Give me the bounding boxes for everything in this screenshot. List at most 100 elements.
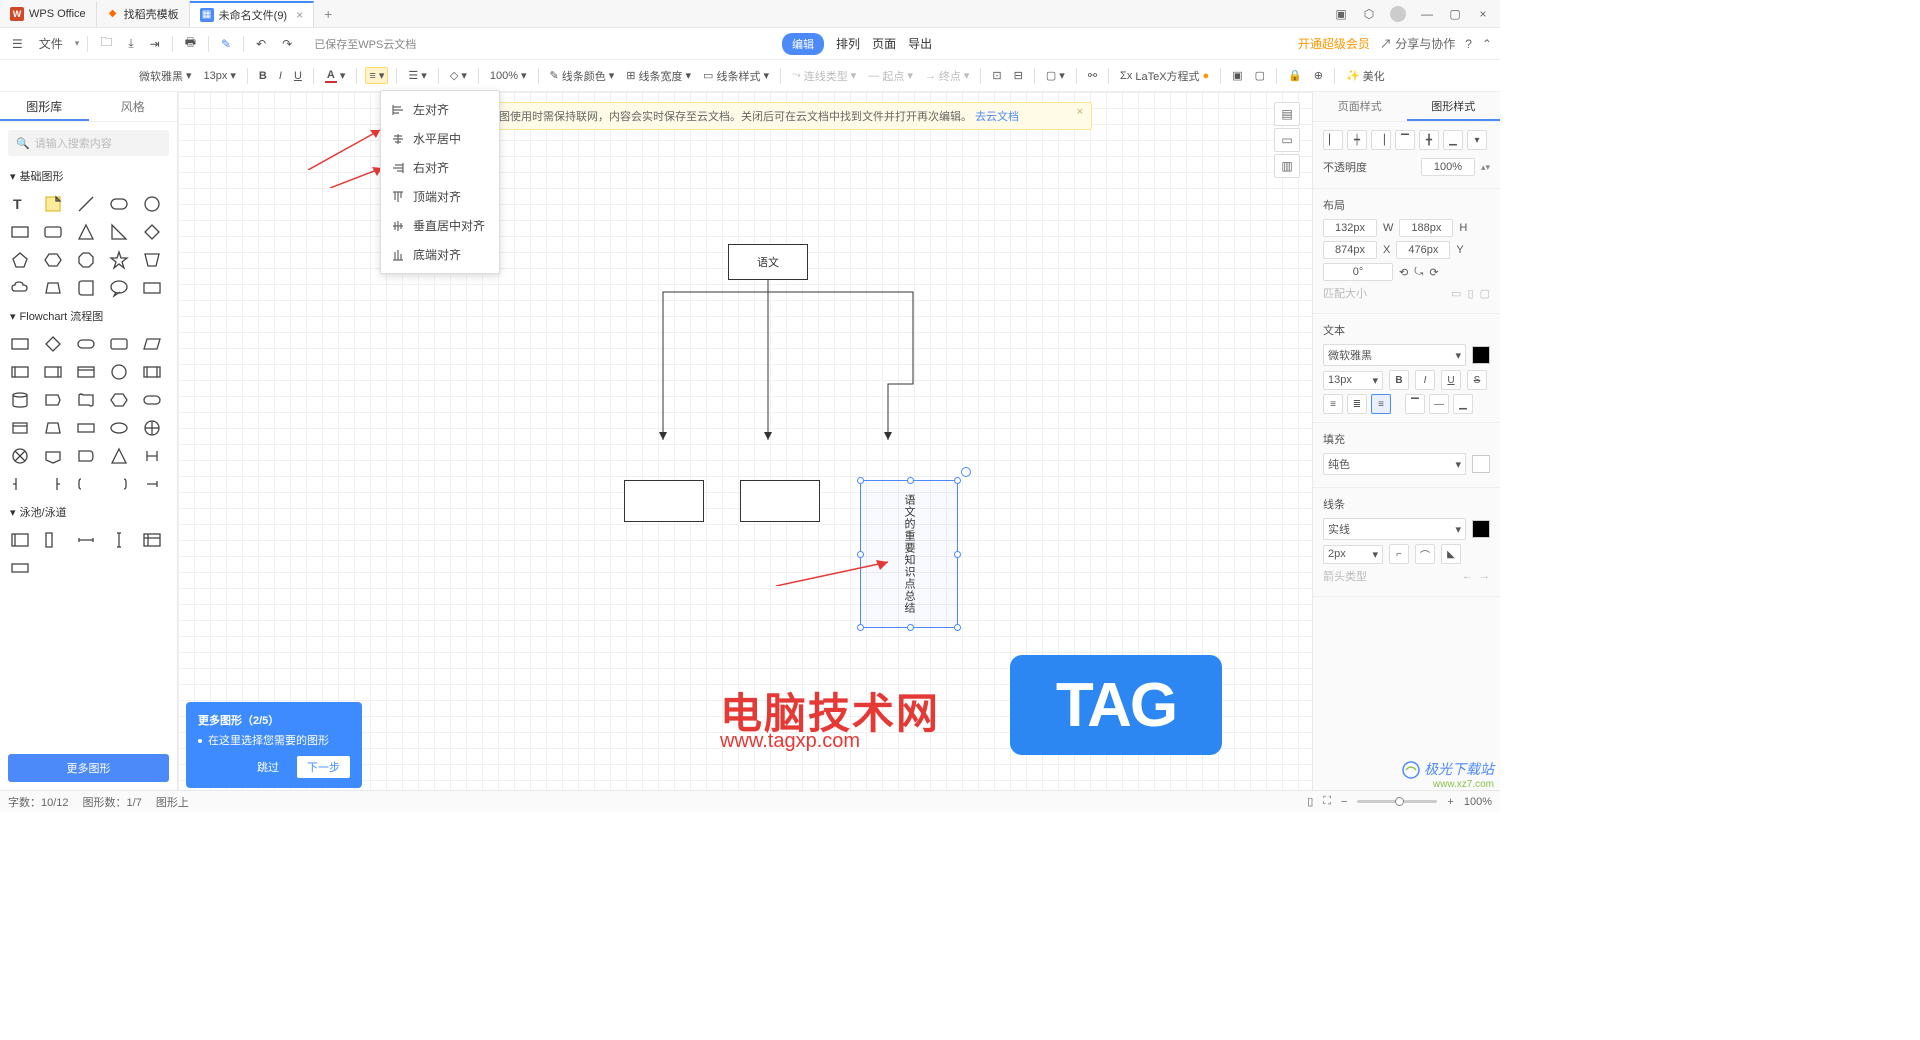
file-menu[interactable]: 文件 <box>35 33 67 54</box>
fill-color-swatch[interactable] <box>1472 455 1490 473</box>
lock-icon[interactable]: 🔒 <box>1285 67 1305 84</box>
align-middle-icon[interactable]: ╋ <box>1419 130 1439 150</box>
help-icon[interactable]: ? <box>1465 37 1472 51</box>
beautify-button[interactable]: ✨ 美化 <box>1343 66 1388 86</box>
diamond-shape[interactable] <box>140 220 164 244</box>
align-right-item[interactable]: 右对齐 <box>381 153 499 182</box>
shape-style-tab[interactable]: 图形样式 <box>1407 92 1501 121</box>
layer-front-icon[interactable]: ▣ <box>1229 67 1245 84</box>
triangle-shape[interactable] <box>74 220 98 244</box>
text-strike-icon[interactable]: S <box>1467 370 1487 390</box>
close-window-icon[interactable]: × <box>1476 7 1490 21</box>
text-size-select[interactable]: 13px▾ <box>1323 371 1383 390</box>
share-button[interactable]: ↗ 分享与协作 <box>1380 35 1455 52</box>
search-input[interactable]: 🔍 请输入搜索内容 <box>8 130 169 156</box>
align-more-icon[interactable]: ▾ <box>1467 130 1487 150</box>
font-color-button[interactable]: A ▾ <box>322 67 348 85</box>
root-node[interactable]: 语文 <box>728 244 808 280</box>
section-basic[interactable]: ▾ 基础图形 <box>0 164 177 188</box>
text-underline-icon[interactable]: U <box>1441 370 1461 390</box>
tab-template[interactable]: ◆ 找稻壳模板 <box>97 1 190 27</box>
match-h-icon[interactable]: ▯ <box>1468 287 1474 300</box>
v-mid-icon[interactable]: ― <box>1429 394 1449 414</box>
text-font-select[interactable]: 微软雅黑▾ <box>1323 344 1466 366</box>
rotate-icon[interactable]: ⟳ <box>1429 266 1438 279</box>
h-center-icon[interactable]: ≣ <box>1347 394 1367 414</box>
chart-icon[interactable]: ▥ <box>1274 154 1300 178</box>
v-bot-icon[interactable]: ▁ <box>1453 394 1473 414</box>
fill-color-button[interactable]: ◇ ▾ <box>447 67 470 84</box>
roundrect-shape[interactable] <box>107 192 131 216</box>
fill-type-select[interactable]: 纯色▾ <box>1323 453 1466 475</box>
align-top-icon[interactable]: ▔ <box>1395 130 1415 150</box>
arrow-start-icon[interactable]: ← <box>1462 570 1473 582</box>
text-bold-icon[interactable]: B <box>1389 370 1409 390</box>
tab-document[interactable]: ▦ 未命名文件(9) × <box>190 1 314 27</box>
new-tab-button[interactable]: + <box>314 6 342 22</box>
avatar-icon[interactable] <box>1390 6 1406 22</box>
minimize-icon[interactable]: — <box>1420 7 1434 21</box>
rect-shape[interactable] <box>8 220 32 244</box>
more-icon[interactable]: ⌃ <box>1482 37 1492 51</box>
line-style-button[interactable]: ▭ 线条样式 ▾ <box>700 66 772 86</box>
section-flowchart[interactable]: ▾ Flowchart 流程图 <box>0 304 177 328</box>
export-icon[interactable]: ⇥ <box>146 35 164 53</box>
y-input[interactable]: 476px <box>1396 241 1450 259</box>
close-banner-icon[interactable]: × <box>1077 106 1083 118</box>
width-input[interactable]: 132px <box>1323 219 1377 237</box>
corner-bevel-icon[interactable]: ◣ <box>1441 544 1461 564</box>
text-color-swatch[interactable] <box>1472 346 1490 364</box>
next-button[interactable]: 下一步 <box>297 756 350 778</box>
selected-node[interactable]: 语文的重要知识点总结 <box>860 480 958 628</box>
opacity-input[interactable]: 100% <box>1421 158 1475 176</box>
open-icon[interactable]: 🗀 <box>96 31 116 56</box>
angle-input[interactable]: 0° <box>1323 263 1393 281</box>
cube-icon[interactable]: ⬡ <box>1362 7 1376 21</box>
vip-link[interactable]: 开通超级会员 <box>1298 35 1370 52</box>
tab-wps[interactable]: W WPS Office <box>0 1 97 27</box>
octagon-shape[interactable] <box>74 248 98 272</box>
rtriangle-shape[interactable] <box>107 220 131 244</box>
layer-back-icon[interactable]: ▢ <box>1252 67 1268 84</box>
align-left-item[interactable]: 左对齐 <box>381 95 499 124</box>
roundrect2-shape[interactable] <box>41 220 65 244</box>
align-hcenter-item[interactable]: 水平居中 <box>381 124 499 153</box>
drop-shape[interactable] <box>74 276 98 300</box>
skip-button[interactable]: 跳过 <box>247 756 289 778</box>
zoom-select[interactable]: 100% ▾ <box>487 67 530 84</box>
maximize-icon[interactable]: ▢ <box>1448 7 1462 21</box>
v-top-icon[interactable]: ▔ <box>1405 394 1425 414</box>
hexagon-shape[interactable] <box>41 248 65 272</box>
edit-mode-badge[interactable]: 编辑 <box>782 33 824 55</box>
text-shape[interactable]: T <box>8 192 32 216</box>
end-point-button[interactable]: → 终点 ▾ <box>922 66 973 86</box>
app-icon[interactable]: ▣ <box>1334 7 1348 21</box>
child-node-2[interactable] <box>740 480 820 522</box>
ungroup-icon[interactable]: ⊟ <box>1011 67 1026 84</box>
align-left-icon[interactable]: ▏ <box>1323 130 1343 150</box>
close-icon[interactable]: × <box>296 8 303 22</box>
corner-round-icon[interactable]: ⌒ <box>1415 544 1435 564</box>
shield-shape[interactable] <box>140 248 164 272</box>
align-right-icon[interactable]: ▕ <box>1371 130 1391 150</box>
fullscreen-icon[interactable]: ⛶ <box>1323 795 1331 808</box>
zoom-in-icon[interactable]: + <box>1447 796 1453 808</box>
arrow-end-icon[interactable]: → <box>1479 570 1490 582</box>
cloud-shape[interactable] <box>8 276 32 300</box>
shapes-lib-tab[interactable]: 图形库 <box>0 92 89 121</box>
brush-icon[interactable]: ✎ <box>217 35 235 53</box>
h-right-icon[interactable]: ≡ <box>1371 394 1391 414</box>
align-bottom-icon[interactable]: ▁ <box>1443 130 1463 150</box>
download-icon[interactable]: ⤓ <box>124 34 137 53</box>
align-bottom-item[interactable]: 底端对齐 <box>381 240 499 269</box>
line-color-button[interactable]: ✎ 线条颜色 ▾ <box>547 66 618 86</box>
match-w-icon[interactable]: ▭ <box>1451 287 1461 300</box>
font-size-select[interactable]: 13px ▾ <box>201 67 239 84</box>
flip-h-icon[interactable]: ⟲ <box>1399 266 1408 279</box>
font-select[interactable]: 微软雅黑 ▾ <box>136 66 195 86</box>
conn-type-button[interactable]: ⤳ 连线类型 ▾ <box>789 66 859 86</box>
start-point-button[interactable]: — 起点 ▾ <box>865 66 916 86</box>
more-shapes-button[interactable]: 更多图形 <box>8 754 169 782</box>
fit-icon[interactable]: ▭ <box>1274 128 1300 152</box>
link-icon[interactable]: ⚯ <box>1085 67 1100 84</box>
